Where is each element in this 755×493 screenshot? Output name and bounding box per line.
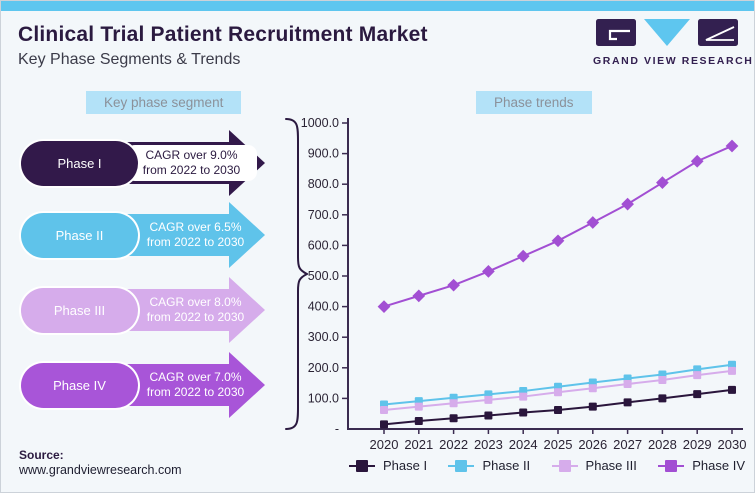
brand-wordmark: GRAND VIEW RESEARCH (593, 55, 754, 67)
phase-pill: Phase IV (21, 362, 138, 408)
phase-pill: Phase II (21, 212, 138, 258)
phase-pill: Phase III (21, 287, 138, 333)
source-url: www.grandviewresearch.com (19, 463, 182, 477)
phase-segment-row: Phase III CAGR over 8.0% from 2022 to 2030 (21, 277, 265, 343)
arrow-head-icon (229, 352, 265, 418)
phase-segment-row: Phase II CAGR over 6.5% from 2022 to 2030 (21, 202, 265, 268)
legend-label: Phase I (383, 458, 428, 473)
svg-text:200.0: 200.0 (308, 361, 339, 375)
svg-text:700.0: 700.0 (308, 208, 339, 222)
legend-item: Phase IV (658, 458, 745, 473)
phase-segment-row: Phase I CAGR over 9.0% from 2022 to 2030 (21, 130, 265, 196)
svg-text:300.0: 300.0 (308, 330, 339, 344)
legend-label: Phase IV (692, 458, 745, 473)
key-phase-segment-label: Key phase segment (86, 91, 242, 114)
svg-text:2024: 2024 (509, 437, 538, 451)
phase-trends-chart: - 100.0 200.0 300.0 400.0 500.0 600.0 700.0 800.… (296, 113, 751, 452)
legend-item: Phase III (551, 458, 637, 473)
arrow-shaft: CAGR over 9.0% from 2022 to 2030 (124, 142, 257, 184)
svg-text:2025: 2025 (544, 437, 573, 451)
top-accent-bar (1, 1, 754, 11)
svg-text:2023: 2023 (474, 437, 503, 451)
chart-legend: Phase I Phase II Phase III Phase IV (349, 458, 745, 473)
legend-marker-icon (349, 459, 375, 472)
svg-text:400.0: 400.0 (308, 300, 339, 314)
legend-marker-icon (551, 459, 578, 472)
svg-text:2026: 2026 (578, 437, 607, 451)
legend-label: Phase III (585, 458, 637, 473)
phase-segments-list: Phase I CAGR over 9.0% from 2022 to 2030 Ph… (21, 130, 265, 418)
brand-logo: GRAND VIEW RESEARCH (593, 14, 754, 67)
phase-trends-label: Phase trends (476, 91, 592, 114)
svg-text:900.0: 900.0 (308, 147, 339, 161)
svg-text:2022: 2022 (439, 437, 468, 451)
svg-text:100.0: 100.0 (308, 391, 339, 405)
svg-text:2029: 2029 (683, 437, 712, 451)
svg-text:500.0: 500.0 (308, 269, 339, 283)
page-title: Clinical Trial Patient Recruitment Marke… (18, 23, 428, 46)
svg-text:2030: 2030 (718, 437, 747, 451)
page-subtitle: Key Phase Segments & Trends (18, 51, 241, 68)
arrow-shaft: CAGR over 8.0% from 2022 to 2030 (124, 289, 244, 331)
cagr-text: CAGR over 9.0% from 2022 to 2030 (126, 145, 257, 181)
cagr-text: CAGR over 6.5% from 2022 to 2030 (146, 220, 245, 249)
legend-item: Phase I (349, 458, 427, 473)
legend-item: Phase II (448, 458, 530, 473)
legend-label: Phase II (482, 458, 531, 473)
legend-marker-icon (448, 459, 475, 472)
phase-pill: Phase I (21, 140, 138, 186)
brace-icon (285, 118, 308, 430)
svg-text:2021: 2021 (404, 437, 433, 451)
svg-text:2028: 2028 (648, 437, 677, 451)
cagr-text: CAGR over 8.0% from 2022 to 2030 (146, 295, 245, 324)
svg-text:1000.0: 1000.0 (301, 116, 339, 130)
legend-marker-icon (658, 459, 685, 472)
svg-text:2020: 2020 (370, 437, 399, 451)
source-label: Source: (19, 448, 64, 462)
arrow-head-icon (229, 277, 265, 343)
svg-text:-: - (335, 422, 339, 436)
svg-text:600.0: 600.0 (308, 238, 339, 252)
arrow-shaft: CAGR over 7.0% from 2022 to 2030 (124, 364, 244, 406)
phase-segment-row: Phase IV CAGR over 7.0% from 2022 to 2030 (21, 352, 265, 418)
arrow-head-icon (229, 202, 265, 268)
arrow-shaft: CAGR over 6.5% from 2022 to 2030 (124, 214, 244, 256)
cagr-text: CAGR over 7.0% from 2022 to 2030 (146, 370, 245, 399)
svg-text:800.0: 800.0 (308, 177, 339, 191)
brand-logo-icon (596, 19, 738, 46)
svg-text:2027: 2027 (613, 437, 642, 451)
